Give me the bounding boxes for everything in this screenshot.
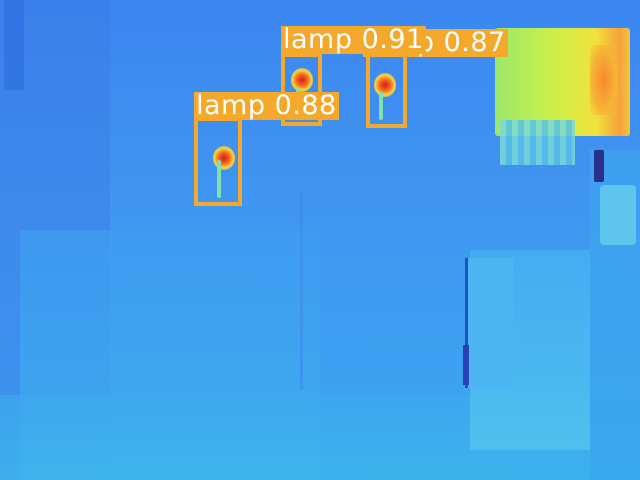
detection-box-lamp: [366, 53, 407, 128]
handle-dark: [594, 150, 604, 182]
left-dark-strip: [4, 0, 24, 90]
wall-vertical-line: [300, 190, 303, 390]
panel-cables: [500, 120, 575, 165]
detection-box-lamp: [194, 117, 242, 206]
lamp-cord: [217, 160, 221, 198]
detection-label: lamp 0.88: [194, 90, 339, 121]
right-cabinet-dark-edge: [463, 345, 469, 385]
warm-panel-hotzone: [590, 45, 618, 115]
bracket-parts: [600, 185, 636, 245]
detection-box-lamp: [281, 53, 322, 126]
lamp-cord: [379, 92, 383, 120]
right-cabinet-door: [465, 258, 513, 388]
detection-label: lamp 0.91: [281, 24, 426, 55]
lamp-hotspot: [291, 68, 313, 92]
lamp-hotspot: [374, 73, 396, 97]
